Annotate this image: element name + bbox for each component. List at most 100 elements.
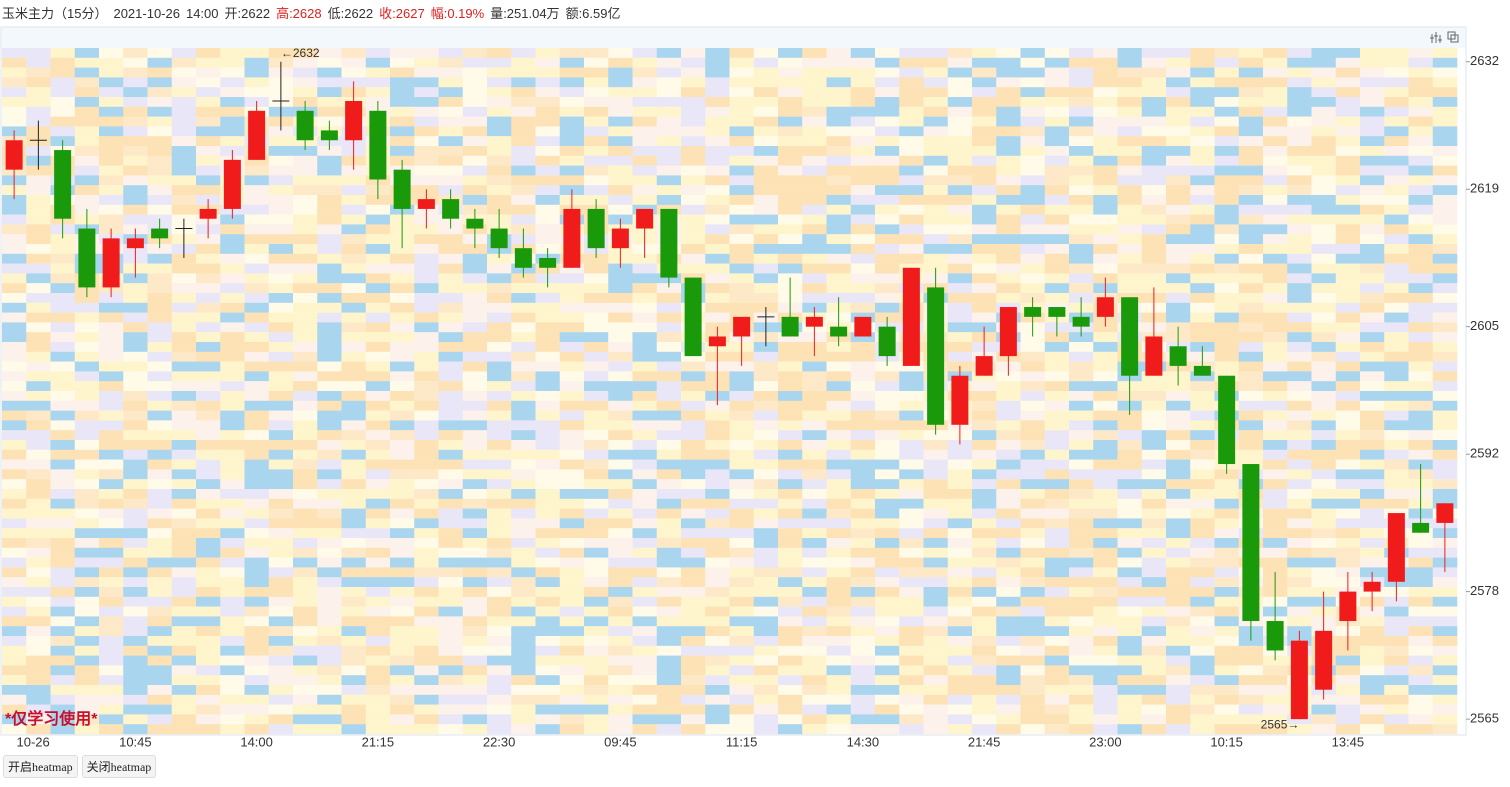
heat-cell (438, 665, 464, 676)
toolbar-icons[interactable] (1430, 31, 1459, 43)
heat-cell (850, 67, 876, 78)
heat-cell (1432, 204, 1458, 215)
heat-cell (1093, 410, 1118, 421)
heatmap-button[interactable]: 关闭heatmap (81, 755, 157, 778)
heat-cell (1117, 155, 1143, 166)
heat-cell (365, 694, 391, 705)
heat-cell (996, 97, 1021, 107)
heat-cell (875, 361, 900, 372)
heat-cell (487, 312, 512, 323)
heat-cell (511, 136, 536, 147)
heat-cell (729, 371, 755, 382)
heat-cell (1311, 234, 1337, 245)
heat-cell (511, 587, 536, 597)
heat-cell (1117, 606, 1143, 617)
heat-cell (632, 126, 658, 137)
heat-cell (1190, 126, 1215, 137)
heat-cell (802, 165, 827, 176)
heat-cell (1287, 322, 1312, 333)
heat-cell (1384, 381, 1409, 392)
heat-cell (875, 263, 900, 274)
heat-cell (802, 636, 827, 646)
heat-cell (1335, 645, 1361, 656)
heat-cell (559, 596, 585, 607)
heat-cell (1408, 381, 1434, 392)
candle-body (563, 208, 581, 268)
heat-cell (1141, 469, 1167, 480)
heat-cell (1093, 508, 1118, 519)
heat-cell (244, 48, 270, 58)
heat-cell (26, 508, 51, 519)
candle-body (1072, 316, 1090, 327)
heat-cell (1190, 449, 1215, 460)
heat-cell (1360, 616, 1385, 627)
heat-cell (462, 332, 488, 343)
heat-cell (123, 106, 148, 117)
heat-cell (1044, 685, 1070, 695)
heat-cell (753, 106, 779, 117)
heatmap-button[interactable]: 开启heatmap (3, 755, 78, 778)
heat-cell (244, 322, 270, 333)
heat-cell (778, 469, 803, 480)
heat-cell (74, 596, 100, 607)
heat-cell (1190, 224, 1215, 235)
heat-cell (414, 48, 439, 58)
heat-cell (341, 263, 367, 274)
heat-cell (462, 479, 488, 490)
heat-cell (826, 57, 852, 68)
heat-cell (850, 675, 876, 686)
heat-cell (1117, 263, 1143, 274)
heat-cell (656, 655, 682, 666)
heat-cell (1117, 596, 1143, 607)
heat-cell (196, 518, 221, 529)
heat-cell (147, 332, 173, 343)
heat-cell (1408, 410, 1434, 421)
heat-cell (196, 430, 221, 441)
heat-cell (487, 293, 512, 303)
heat-cell (584, 322, 609, 333)
heat-cell (171, 332, 197, 343)
heat-cell (559, 498, 585, 509)
heat-cell (1214, 165, 1240, 176)
heat-cell (438, 489, 464, 499)
heat-cell (826, 175, 852, 186)
heat-cell (1044, 528, 1070, 539)
heat-cell (462, 116, 488, 127)
heat-cell (1166, 626, 1191, 637)
heat-cell (1360, 185, 1385, 196)
heat-cell (899, 391, 924, 401)
heat-cell (947, 547, 973, 558)
heat-cell (535, 479, 561, 490)
heat-cell (74, 557, 100, 568)
heat-cell (196, 675, 221, 686)
heat-cell (705, 479, 730, 490)
heat-cell (390, 106, 415, 117)
heat-cell (681, 528, 706, 539)
heat-cell (729, 244, 755, 254)
heat-cell (656, 430, 682, 441)
heat-cell (850, 547, 876, 558)
heat-cell (632, 675, 658, 686)
heat-cell (972, 616, 997, 627)
heat-cell (26, 342, 51, 352)
heat-cell (802, 459, 827, 470)
heat-cell (1263, 694, 1288, 705)
heat-cell (171, 440, 197, 450)
heat-cell (875, 616, 900, 627)
heat-cell (123, 518, 148, 529)
heat-cell (293, 195, 318, 205)
candle-body (514, 248, 532, 268)
heat-cell (220, 498, 245, 509)
heat-cell (1020, 146, 1046, 156)
heat-cell (196, 361, 221, 372)
heat-cell (972, 440, 997, 450)
heat-cell (778, 440, 803, 450)
heat-cell (1020, 332, 1046, 343)
heat-cell (729, 430, 755, 441)
heat-cell (365, 724, 391, 735)
heat-cell (681, 263, 706, 274)
heat-cell (996, 371, 1021, 382)
heat-cell (365, 391, 391, 401)
heat-cell (196, 155, 221, 166)
heat-cell (511, 67, 536, 78)
